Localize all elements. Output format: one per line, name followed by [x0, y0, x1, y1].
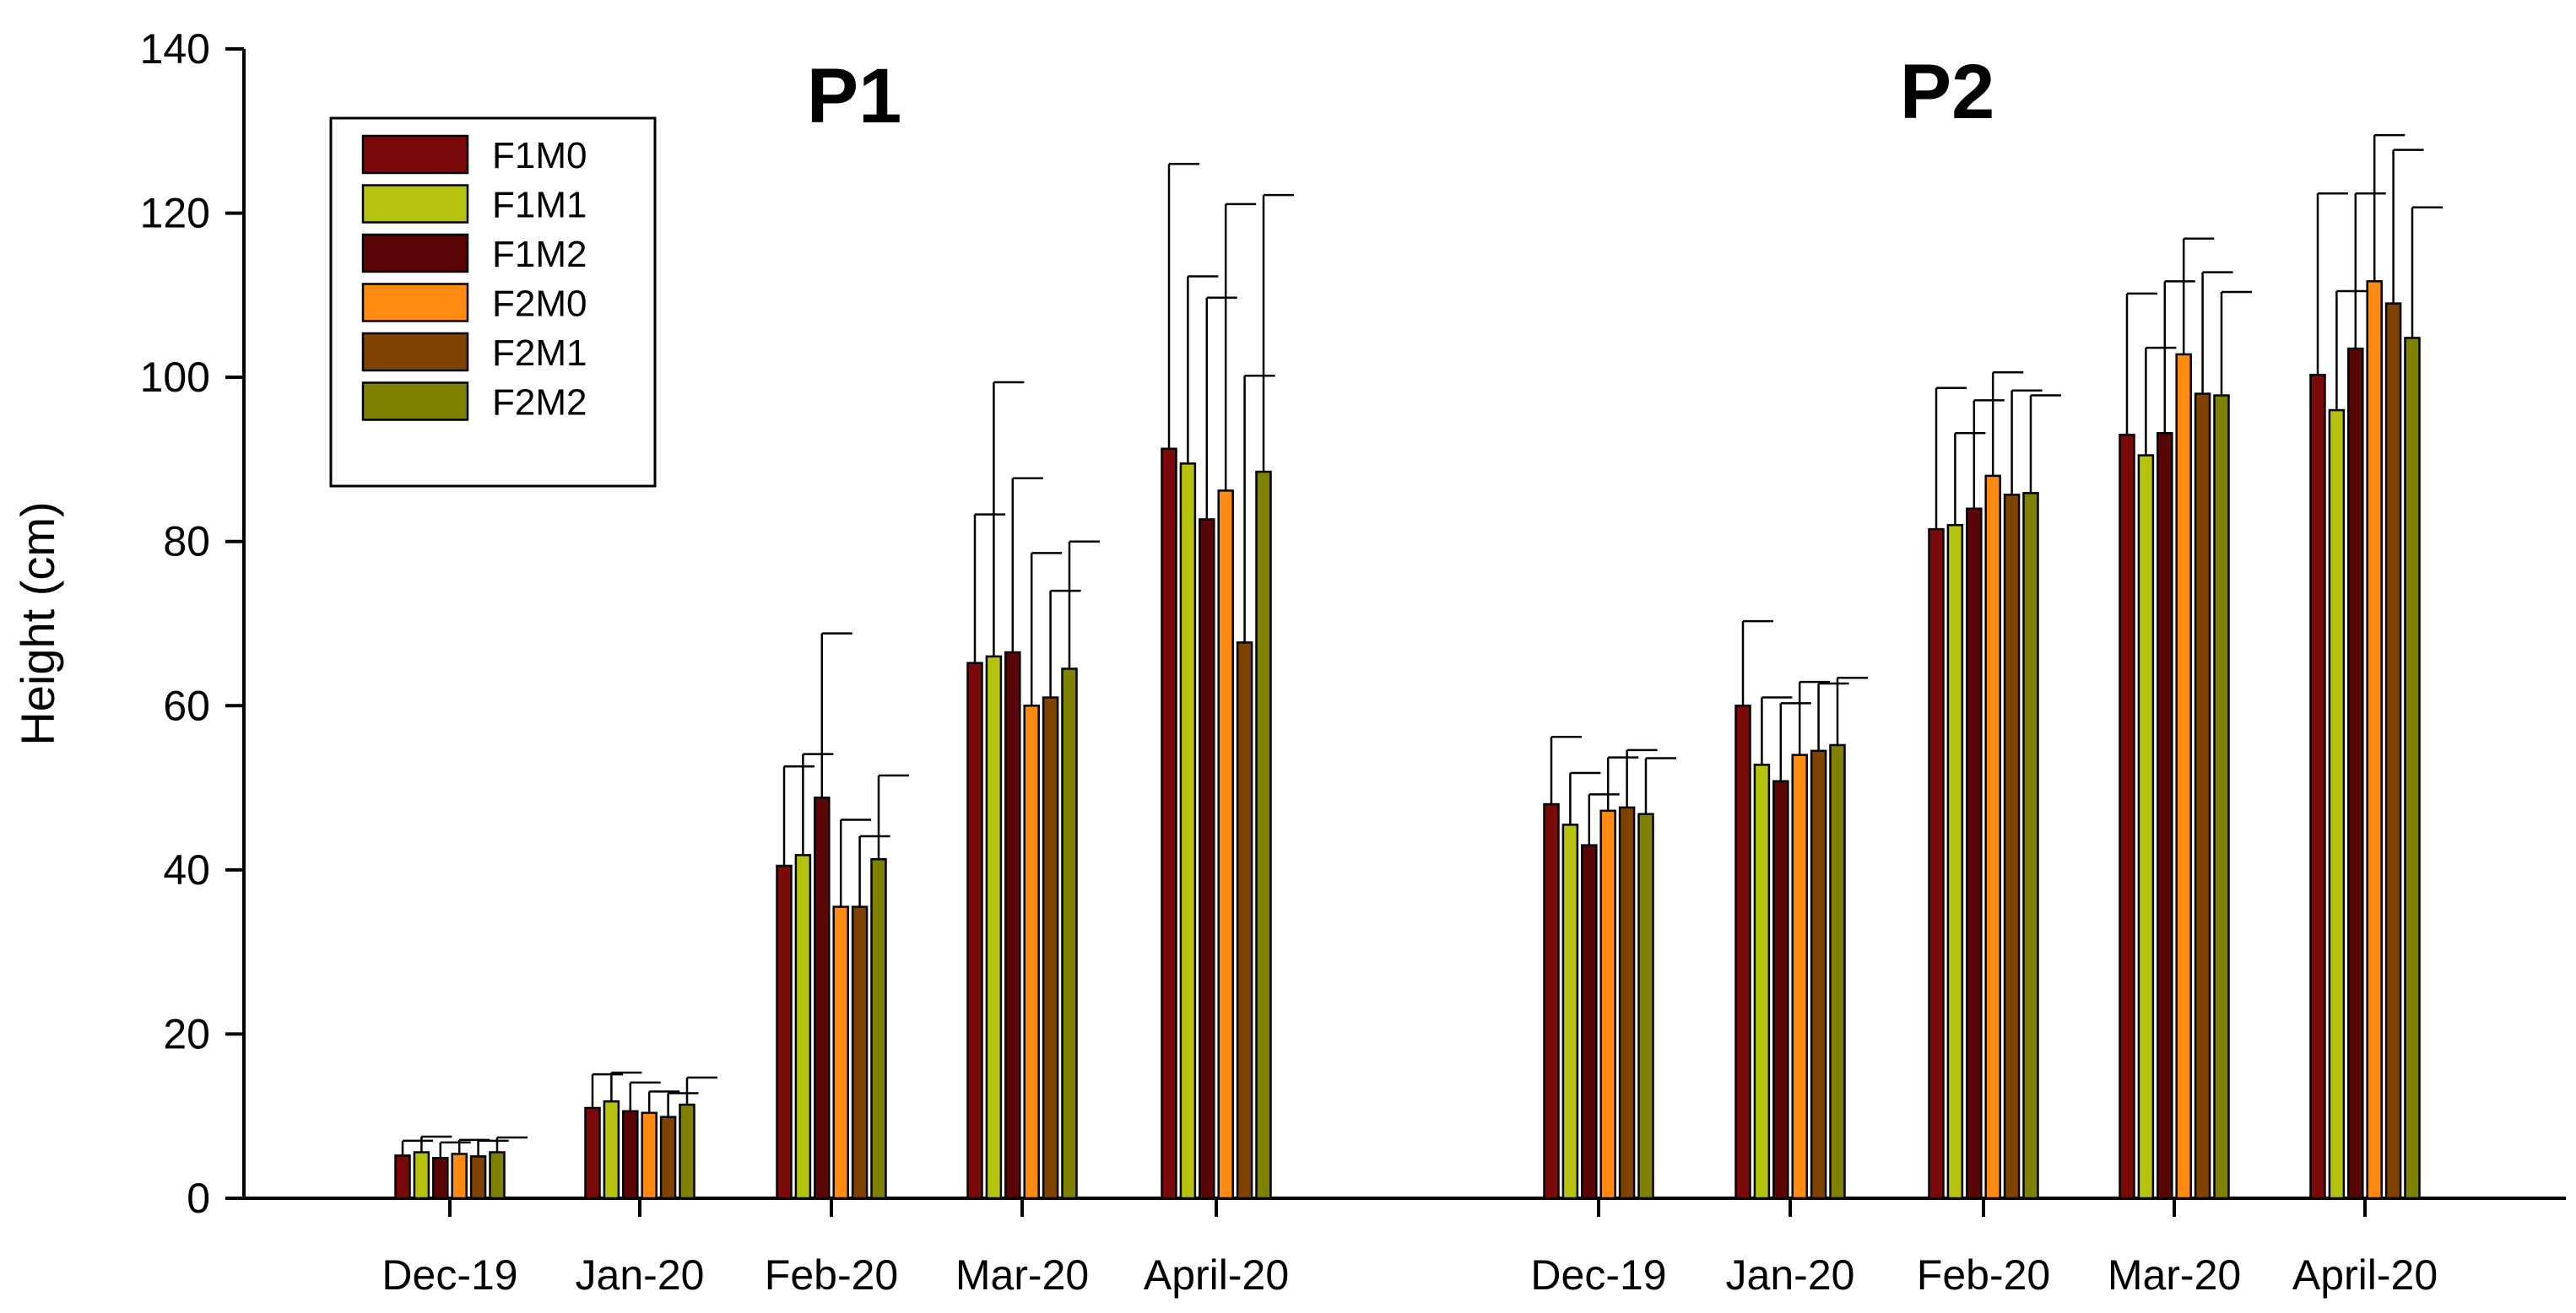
bar-f1m2 [2347, 347, 2364, 1200]
bar-f2m0 [1599, 809, 1616, 1200]
bar-f1m1 [603, 1100, 620, 1200]
bar-f2m1 [2003, 494, 2021, 1200]
bar-f2m1 [2194, 392, 2211, 1200]
legend: F1M0 F1M1 F1M2 F2M0 F2M1 F2M2 [329, 116, 657, 488]
bar-f2m0 [451, 1153, 468, 1200]
panel-title: P1 [807, 53, 902, 139]
bar-f2m0 [1023, 705, 1040, 1200]
legend-swatch-f2m0 [361, 283, 469, 322]
legend-label: F1M2 [492, 234, 587, 275]
x-tick-label: Mar-20 [2108, 1251, 2241, 1299]
y-tick-label: 0 [187, 1175, 210, 1222]
y-tick-label: 140 [140, 25, 210, 73]
bar-f1m0 [2119, 433, 2135, 1200]
legend-label: F1M0 [492, 135, 587, 176]
bar-f1m0 [2309, 373, 2326, 1200]
bar-f1m0 [776, 864, 793, 1200]
bar-f1m1 [1946, 524, 1964, 1200]
bar-f2m0 [2175, 353, 2192, 1200]
bar-f1m2 [432, 1157, 449, 1200]
bar-f2m2 [870, 857, 887, 1200]
x-tick-label: Dec-19 [382, 1251, 517, 1299]
bar-f2m1 [851, 905, 869, 1200]
bar-f1m0 [394, 1154, 411, 1200]
bar-f2m1 [469, 1155, 487, 1200]
bar-f1m2 [1199, 518, 1215, 1200]
bar-f1m1 [1179, 462, 1197, 1200]
panel-title: P2 [1900, 49, 1995, 135]
bar-f2m1 [1810, 749, 1827, 1200]
y-tick-label: 100 [140, 354, 210, 401]
y-tick-label: 120 [140, 190, 210, 237]
bar-f1m2 [1581, 844, 1598, 1200]
bar-f2m1 [659, 1116, 677, 1200]
legend-label: F2M0 [492, 284, 587, 325]
bar-f2m0 [641, 1111, 658, 1200]
bar-f1m1 [2137, 454, 2155, 1200]
bar-f1m0 [966, 662, 983, 1200]
bar-f2m0 [1984, 474, 2001, 1200]
y-axis-label: Height (cm) [11, 501, 64, 745]
x-tick-label: Feb-20 [1917, 1251, 2050, 1299]
bar-f1m0 [1543, 802, 1560, 1200]
bar-f1m1 [1753, 764, 1771, 1200]
y-tick-label: 60 [163, 682, 210, 729]
bar-f2m0 [1791, 754, 1808, 1200]
bar-f1m0 [584, 1106, 601, 1200]
bar-f2m2 [2022, 492, 2039, 1200]
bar-f2m2 [2404, 337, 2421, 1200]
bar-f1m2 [814, 796, 831, 1200]
legend-swatch-f2m1 [361, 332, 469, 372]
legend-swatch-f1m0 [361, 134, 469, 175]
bar-f1m2 [1772, 780, 1789, 1200]
bar-f1m1 [2328, 408, 2346, 1200]
y-ticks: 0 20 40 60 80 100 120 140 [140, 25, 244, 1222]
bar-f2m1 [2384, 302, 2402, 1200]
panels: P1 Dec-19 Jan-20 Feb-20 Mar-20 April-20 P2 Dec-… [382, 49, 2443, 1299]
y-tick-label: 20 [163, 1010, 210, 1057]
legend-label: F1M1 [492, 185, 587, 226]
bar-f2m2 [2213, 394, 2230, 1200]
x-tick-label: April-20 [2292, 1251, 2438, 1299]
legend-swatch-f1m1 [361, 184, 469, 224]
bar-f1m1 [1561, 824, 1579, 1200]
bar-f2m0 [2366, 280, 2383, 1200]
bar-f1m2 [1004, 651, 1021, 1200]
bar-f2m2 [1255, 470, 1272, 1200]
x-tick-label: Jan-20 [576, 1251, 705, 1299]
x-tick-label: Jan-20 [1726, 1251, 1855, 1299]
y-tick-label: 80 [163, 518, 210, 565]
bar-f2m2 [1829, 743, 1846, 1200]
bar-f2m1 [1236, 641, 1253, 1200]
bar-f1m2 [2157, 432, 2173, 1200]
legend-label: F2M1 [492, 332, 587, 374]
bar-f1m1 [985, 655, 1003, 1200]
bar-f1m2 [1966, 507, 1983, 1200]
bar-f2m0 [1217, 489, 1234, 1200]
panel-p1: P1 Dec-19 Jan-20 Feb-20 Mar-20 April-20 [382, 53, 1294, 1299]
bar-f2m0 [832, 905, 849, 1200]
bar-f1m0 [1734, 705, 1751, 1200]
x-tick-label: Feb-20 [765, 1251, 898, 1299]
bar-f2m1 [1042, 696, 1059, 1200]
bar-f1m1 [413, 1151, 430, 1200]
y-tick-label: 40 [163, 846, 210, 894]
legend-swatch-f1m2 [361, 233, 469, 273]
panel-p2: P2 Dec-19 Jan-20 Feb-20 Mar-20 April-20 [1530, 49, 2443, 1299]
bar-f1m2 [622, 1110, 639, 1200]
x-tick-label: Dec-19 [1530, 1251, 1666, 1299]
bar-f2m1 [1618, 806, 1636, 1200]
bar-f1m0 [1161, 447, 1177, 1200]
bar-f2m2 [679, 1103, 695, 1200]
legend-label: F2M2 [492, 382, 587, 424]
bar-f1m1 [794, 854, 812, 1200]
bar-f2m2 [1061, 667, 1078, 1200]
x-tick-label: April-20 [1144, 1251, 1289, 1299]
x-tick-label: Mar-20 [955, 1251, 1089, 1299]
bar-f1m0 [1928, 527, 1945, 1200]
bar-f2m2 [1637, 813, 1654, 1200]
bar-f2m2 [489, 1151, 506, 1200]
legend-swatch-f2m2 [361, 381, 469, 421]
